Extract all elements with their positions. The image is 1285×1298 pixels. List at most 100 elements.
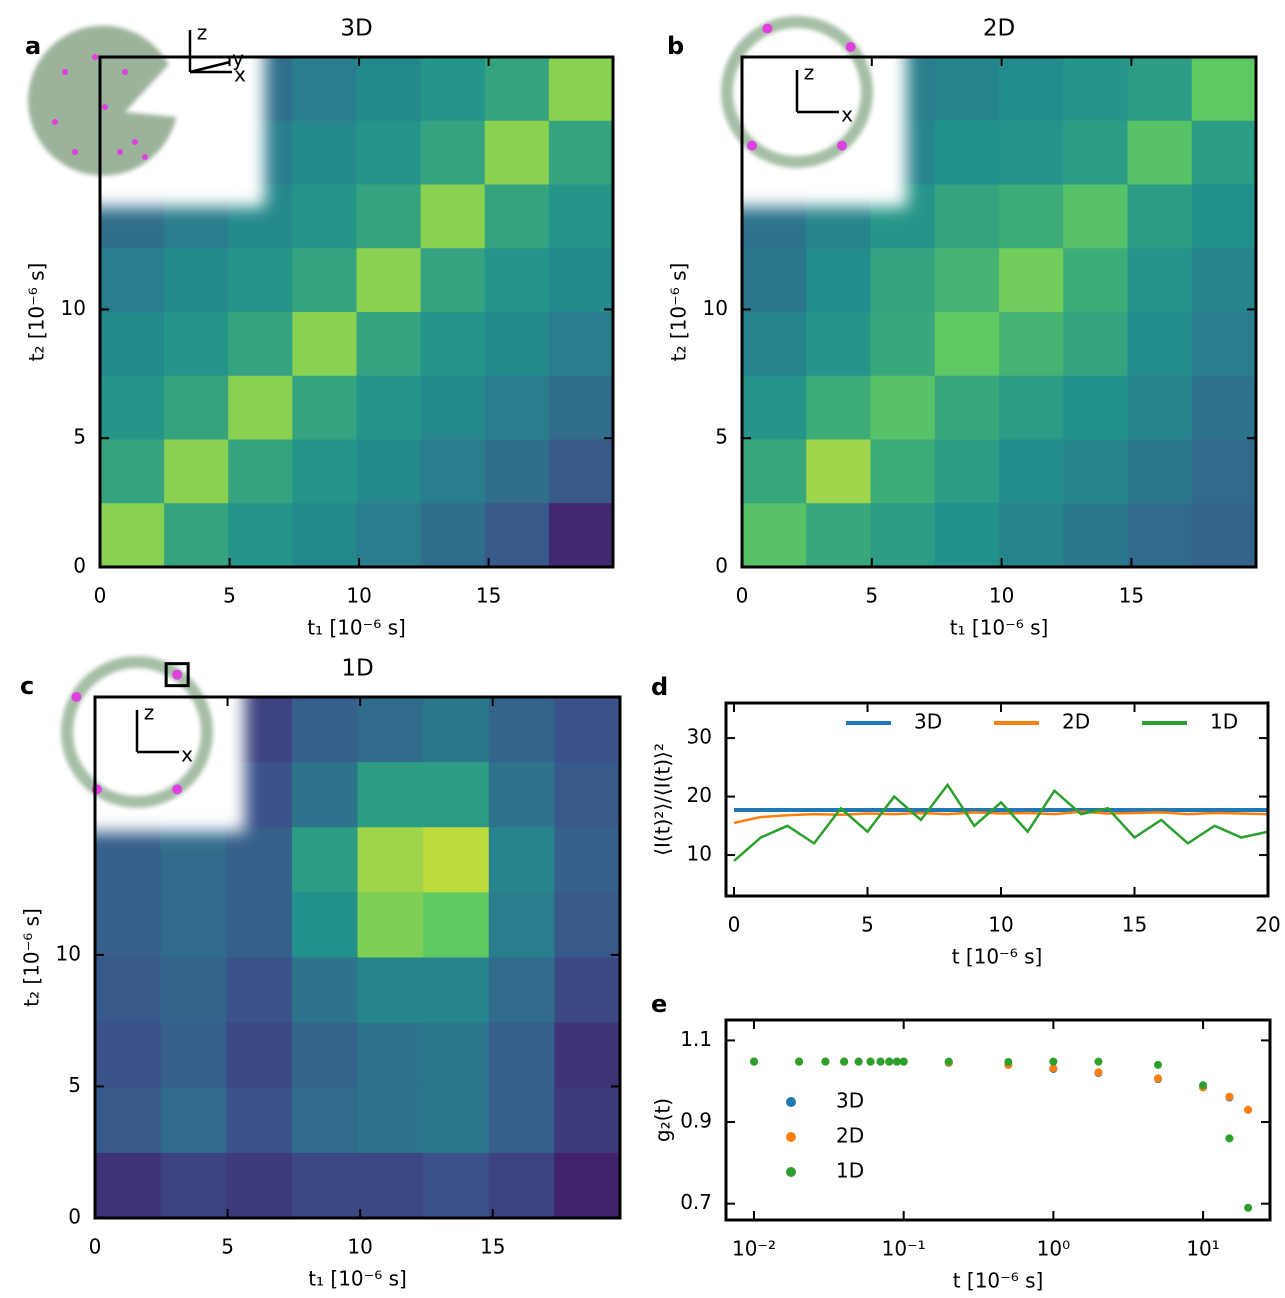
scatter-point bbox=[1154, 1074, 1163, 1083]
y-tick-label: 0.7 bbox=[680, 1190, 712, 1214]
heatmap-cell bbox=[806, 312, 872, 377]
inset-axis-label: x bbox=[181, 743, 193, 767]
heatmap-cell bbox=[164, 248, 229, 313]
heatmap-cell bbox=[554, 1152, 621, 1219]
heatmap-cell bbox=[228, 248, 293, 313]
heatmap-cell bbox=[357, 827, 424, 893]
heatmap-cell bbox=[291, 892, 359, 959]
panel: 3D 2D 1D 10⁻² 10⁻¹ 10⁰ 10¹ 0.7 0.9 1.1 t [10⁻⁶ s] g… bbox=[651, 990, 1272, 1293]
legend-swatch bbox=[786, 1167, 796, 1177]
heatmap-cell bbox=[1127, 57, 1193, 122]
heatmap-cell bbox=[423, 827, 490, 893]
heatmap-cell bbox=[423, 957, 490, 1024]
heatmap-cell bbox=[484, 503, 550, 568]
heatmap-cell bbox=[100, 439, 165, 504]
legend-label: 2D bbox=[1062, 710, 1090, 734]
heatmap-cell bbox=[548, 503, 614, 568]
y-tick-label: 0 bbox=[715, 554, 728, 578]
heatmap-cell bbox=[423, 1087, 490, 1154]
inset-dot bbox=[71, 692, 82, 702]
x-axis-label: t [10⁻⁶ s] bbox=[953, 1269, 1044, 1293]
inset-dot bbox=[52, 119, 58, 125]
y-tick-label: 0 bbox=[68, 1205, 81, 1229]
heatmap-cell bbox=[160, 892, 227, 959]
panel-title: 3D bbox=[340, 16, 372, 42]
heatmap-cell bbox=[356, 439, 422, 504]
heatmap-cell bbox=[1127, 439, 1193, 504]
x-tick-label: 5 bbox=[223, 584, 236, 608]
heatmap-cell bbox=[1191, 312, 1257, 377]
y-tick-label: 0.9 bbox=[680, 1109, 712, 1133]
plot-area bbox=[733, 782, 1268, 862]
scatter-point bbox=[1199, 1081, 1208, 1090]
x-tick-label: 10⁻¹ bbox=[882, 1237, 926, 1261]
panel-label: b bbox=[667, 32, 684, 60]
heatmap-cell bbox=[292, 184, 358, 249]
heatmap-cell bbox=[420, 57, 486, 122]
heatmap-cell bbox=[226, 957, 293, 1024]
panel-label: d bbox=[651, 673, 668, 701]
panel: 3D 2D 1D 0 5 10 15 20 10 20 30 t [10⁻⁶ s] ⟨I(t)²⟩/⟨I… bbox=[651, 673, 1281, 969]
heatmap-cell bbox=[357, 1152, 424, 1219]
heatmap-cell bbox=[870, 375, 936, 441]
axes-frame bbox=[724, 701, 1270, 898]
heatmap-cell bbox=[228, 503, 293, 568]
x-tick-label: 5 bbox=[865, 584, 878, 608]
x-tick-label: 10⁰ bbox=[1037, 1237, 1070, 1261]
heatmap-cell bbox=[420, 120, 486, 186]
heatmap-cell bbox=[742, 248, 807, 313]
panel-label: a bbox=[25, 32, 41, 60]
heatmap-cell bbox=[1191, 439, 1257, 504]
heatmap-cell bbox=[423, 1152, 490, 1219]
y-axis-label: t₂ [10⁻⁶ s] bbox=[667, 263, 691, 362]
y-tick-label: 10 bbox=[56, 941, 81, 965]
heatmap-cell bbox=[742, 375, 807, 441]
heatmap-cell bbox=[999, 57, 1064, 122]
heatmap-cell bbox=[484, 57, 550, 122]
inset: zx bbox=[717, 16, 907, 207]
inset-dot bbox=[117, 149, 123, 155]
scatter-point bbox=[840, 1057, 849, 1066]
heatmap-cell bbox=[870, 439, 936, 504]
y-tick-label: 5 bbox=[715, 425, 728, 449]
heatmap-cell bbox=[554, 1022, 621, 1089]
heatmap-cell bbox=[999, 439, 1064, 504]
heatmap-cell bbox=[226, 1022, 293, 1089]
heatmap-cell bbox=[100, 248, 165, 313]
heatmap-cell bbox=[357, 1022, 424, 1089]
scatter-point bbox=[821, 1057, 830, 1066]
scatter-point bbox=[885, 1057, 894, 1066]
scatter-point bbox=[1049, 1064, 1058, 1073]
heatmap-cell bbox=[356, 503, 422, 568]
inset-axis-label: x bbox=[841, 103, 853, 127]
heatmap-cell bbox=[1063, 184, 1129, 249]
heatmap-cell bbox=[357, 957, 424, 1024]
inset-dot bbox=[172, 669, 183, 680]
line-series bbox=[733, 810, 1268, 825]
heatmap-cell bbox=[228, 312, 293, 377]
heatmap-cell bbox=[100, 503, 165, 568]
heatmap-cell bbox=[291, 762, 359, 828]
heatmap-cell bbox=[357, 762, 424, 828]
inset-dot bbox=[72, 149, 78, 155]
heatmap-cell bbox=[548, 184, 614, 249]
x-tick-label: 0 bbox=[728, 913, 741, 937]
heatmap-cell bbox=[423, 1022, 490, 1089]
heatmap-cell bbox=[1127, 375, 1193, 441]
heatmap-cell bbox=[291, 827, 359, 893]
x-tick-label: 5 bbox=[861, 913, 874, 937]
axes-frame bbox=[93, 695, 622, 1220]
heatmap-cell bbox=[292, 120, 358, 186]
heatmap-cell bbox=[1191, 120, 1257, 186]
heatmap-cell bbox=[548, 248, 614, 313]
heatmap-cell bbox=[1127, 184, 1193, 249]
heatmap-cell bbox=[164, 375, 229, 441]
heatmap-cell bbox=[934, 248, 1000, 313]
heatmap-cell bbox=[420, 184, 486, 249]
heatmap-cell bbox=[1063, 503, 1129, 568]
scatter-point bbox=[899, 1057, 908, 1066]
scatter-point bbox=[1154, 1060, 1163, 1069]
legend-label: 1D bbox=[1210, 710, 1238, 734]
